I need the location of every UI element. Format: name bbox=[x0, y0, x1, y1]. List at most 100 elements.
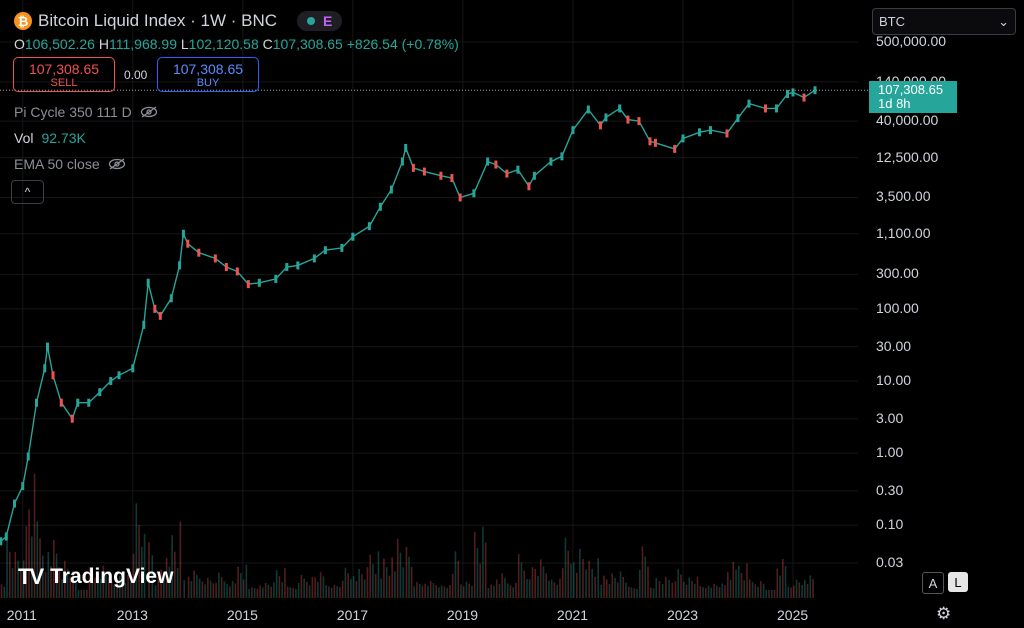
price-tick-label: 0.30 bbox=[876, 481, 904, 498]
volume-bar bbox=[223, 581, 226, 598]
volume-bar bbox=[361, 574, 363, 598]
volume-bar bbox=[53, 539, 55, 598]
volume-bar bbox=[770, 590, 773, 598]
volume-bar bbox=[603, 575, 605, 598]
price-tick-label: 0.10 bbox=[876, 516, 904, 533]
tradingview-logo: TV TradingView bbox=[18, 564, 173, 590]
eye-hidden-icon[interactable] bbox=[108, 158, 126, 170]
gear-icon[interactable]: ⚙ bbox=[936, 604, 952, 623]
volume-bar bbox=[350, 578, 352, 598]
symbol-title[interactable]: Bitcoin Liquid Index · 1W · BNC bbox=[38, 11, 278, 30]
candle bbox=[4, 532, 8, 541]
candle bbox=[516, 165, 520, 174]
collapse-legend-button[interactable]: ^ bbox=[11, 180, 44, 204]
price-tick-label: 300.00 bbox=[876, 265, 919, 282]
indicator-ema[interactable]: EMA 50 close bbox=[14, 156, 126, 172]
candle bbox=[725, 129, 729, 138]
volume-bar bbox=[424, 583, 426, 598]
indicator-volume[interactable]: Vol 92.73K bbox=[14, 130, 86, 146]
chart-area[interactable] bbox=[0, 0, 868, 598]
exchange-badge[interactable]: E bbox=[297, 11, 343, 31]
candle bbox=[653, 138, 657, 147]
volume-bar bbox=[42, 555, 44, 598]
volume-bar bbox=[355, 581, 358, 598]
status-dot-icon bbox=[307, 17, 316, 25]
volume-bar bbox=[630, 587, 633, 598]
volume-bar bbox=[680, 574, 682, 598]
volume-bar bbox=[600, 584, 603, 598]
volume-bar bbox=[25, 526, 28, 598]
volume-bar bbox=[641, 546, 644, 598]
candle bbox=[235, 267, 239, 276]
volume-bar bbox=[559, 578, 561, 598]
volume-bar bbox=[204, 584, 206, 598]
volume-bar bbox=[691, 580, 693, 598]
time-tick-label: 2025 bbox=[777, 607, 809, 623]
volume-bar bbox=[201, 581, 204, 598]
volume-bar bbox=[97, 582, 99, 598]
auto-scale-button[interactable]: A bbox=[922, 572, 944, 594]
volume-bar bbox=[644, 556, 647, 598]
volume-bar bbox=[47, 551, 50, 598]
eye-hidden-icon[interactable] bbox=[140, 106, 158, 118]
volume-bar bbox=[608, 584, 611, 598]
volume-bar bbox=[83, 590, 85, 598]
volume-bar bbox=[534, 568, 537, 598]
volume-bar bbox=[297, 583, 300, 598]
volume-bar bbox=[183, 580, 186, 598]
volume-bar bbox=[143, 533, 146, 598]
volume-bar bbox=[176, 568, 179, 598]
candle bbox=[109, 376, 113, 385]
volume-bar bbox=[402, 567, 404, 598]
volume-bar bbox=[325, 585, 327, 598]
candle bbox=[35, 398, 39, 407]
volume-bar bbox=[523, 570, 526, 598]
symbol-header[interactable]: ₿ Bitcoin Liquid Index · 1W · BNC E bbox=[14, 11, 343, 31]
candle bbox=[51, 371, 55, 380]
volume-bar bbox=[308, 585, 311, 598]
volume-bar bbox=[652, 588, 655, 598]
volume-bar bbox=[665, 576, 667, 598]
candle bbox=[186, 239, 190, 248]
volume-bar bbox=[520, 562, 523, 598]
time-tick-label: 2023 bbox=[666, 607, 699, 623]
candle bbox=[404, 143, 408, 152]
volume-bar bbox=[229, 586, 231, 598]
volume-bar bbox=[66, 568, 69, 598]
candle bbox=[246, 280, 250, 289]
price-tick-label: 12,500.00 bbox=[876, 148, 939, 165]
volume-bar bbox=[661, 583, 664, 598]
volume-bar bbox=[479, 563, 481, 598]
volume-bar bbox=[319, 572, 322, 598]
volume-bar bbox=[226, 584, 228, 598]
indicator-pi-cycle[interactable]: Pi Cycle 350 111 D bbox=[14, 104, 158, 120]
candle bbox=[76, 398, 80, 407]
volume-bar bbox=[735, 569, 737, 598]
candle bbox=[178, 261, 182, 270]
price-chart[interactable] bbox=[0, 0, 868, 598]
volume-bar bbox=[443, 586, 446, 598]
candle bbox=[378, 202, 382, 211]
symbol-select[interactable]: BTC ⌄ bbox=[872, 8, 1016, 35]
volume-bar bbox=[465, 581, 468, 598]
volume-bar bbox=[237, 566, 239, 598]
volume-bar bbox=[636, 588, 638, 598]
volume-bar bbox=[588, 561, 590, 598]
candle bbox=[527, 182, 531, 191]
volume-bar bbox=[591, 568, 593, 598]
buy-button[interactable]: 107,308.65 BUY bbox=[157, 57, 259, 92]
volume-bar bbox=[757, 586, 759, 598]
sell-button[interactable]: 107,308.65 SELL bbox=[13, 57, 115, 92]
volume-bar bbox=[231, 581, 234, 598]
candle bbox=[648, 137, 652, 146]
candle bbox=[46, 342, 50, 351]
volume-bar bbox=[88, 567, 91, 598]
volume-bar bbox=[460, 584, 462, 598]
volume-bar bbox=[462, 586, 465, 598]
log-scale-button[interactable]: L bbox=[948, 572, 968, 592]
volume-bar bbox=[138, 524, 140, 598]
volume-bar bbox=[264, 582, 267, 598]
volume-bar bbox=[553, 582, 556, 598]
volume-bar bbox=[55, 553, 58, 598]
volume-bar bbox=[190, 581, 193, 598]
